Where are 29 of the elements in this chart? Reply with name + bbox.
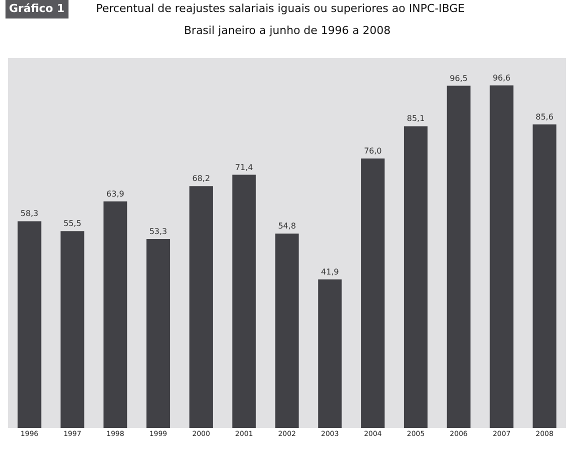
data-label: 58,3 (20, 209, 38, 218)
bar (146, 238, 170, 428)
chart-title: Percentual de reajustes salariais iguais ou superiores ao INPC-IBGE (96, 2, 465, 15)
data-label: 85,6 (536, 112, 554, 122)
data-label: 68,2 (192, 174, 210, 184)
bar (275, 234, 299, 428)
data-label: 96,5 (450, 74, 468, 83)
bar (232, 174, 256, 428)
bar (318, 279, 342, 428)
data-label: 41,9 (321, 267, 339, 276)
data-label: 96,6 (492, 73, 511, 82)
bar (18, 221, 42, 428)
text: Gráfico 1 (9, 2, 65, 15)
data-label: 71,4 (235, 162, 253, 172)
bar (361, 158, 385, 428)
bar (532, 124, 556, 428)
data-label: 76,0 (364, 146, 382, 156)
data-label: 54,8 (278, 222, 296, 231)
bar (104, 201, 128, 428)
bar (404, 126, 428, 428)
chart-subtitle: Brasil janeiro a junho de 1996 a 2008 (184, 24, 391, 37)
bar (189, 186, 213, 428)
bar (446, 86, 470, 428)
data-label: 63,9 (106, 189, 124, 198)
data-label: 55,5 (63, 219, 82, 228)
data-label: 53,3 (149, 226, 168, 236)
data-label: 85,1 (406, 114, 425, 124)
bar (60, 231, 84, 428)
bar (490, 85, 514, 428)
